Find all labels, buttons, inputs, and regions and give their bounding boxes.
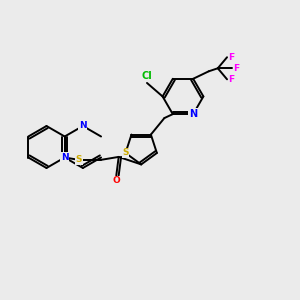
Text: F: F xyxy=(229,75,235,84)
Text: S: S xyxy=(76,155,82,164)
Text: F: F xyxy=(234,64,240,73)
Text: N: N xyxy=(61,153,68,162)
Text: F: F xyxy=(229,53,235,62)
Text: Cl: Cl xyxy=(142,71,152,81)
Text: O: O xyxy=(112,176,120,185)
Text: N: N xyxy=(189,109,197,119)
Text: S: S xyxy=(122,148,129,158)
Text: N: N xyxy=(79,122,87,130)
